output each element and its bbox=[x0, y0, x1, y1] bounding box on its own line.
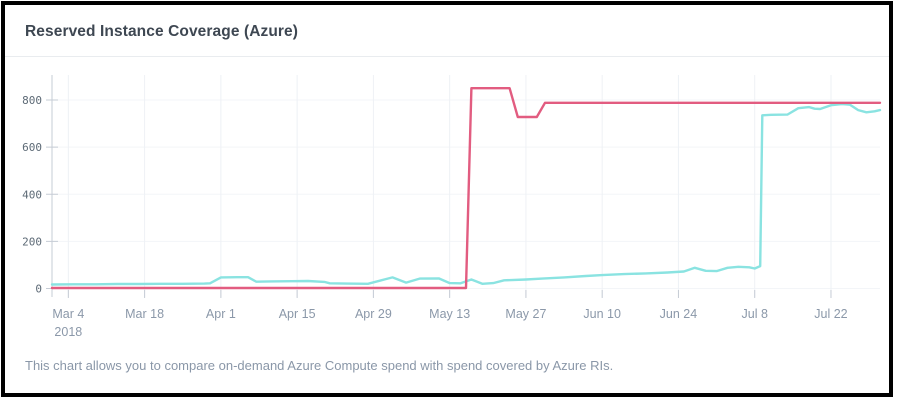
ri-coverage-card: Reserved Instance Coverage (Azure) 0 200 4… bbox=[1, 1, 893, 397]
y-tick-label: 0 bbox=[35, 283, 42, 296]
card-header: Reserved Instance Coverage (Azure) bbox=[5, 5, 889, 57]
x-tick-label: Mar 18 bbox=[125, 307, 164, 321]
x-tick-label: May 27 bbox=[505, 307, 546, 321]
series-pink-line bbox=[50, 87, 882, 290]
chart-area: 0 200 400 600 800 Mar 4 2018 Mar 18 Apr 1 Apr 15 A… bbox=[5, 57, 889, 349]
x-tick-label: Apr 15 bbox=[279, 307, 316, 321]
y-tick-label: 400 bbox=[22, 188, 42, 201]
chart-title: Reserved Instance Coverage (Azure) bbox=[25, 23, 299, 40]
x-tick-label: May 13 bbox=[429, 307, 470, 321]
y-tick-label: 200 bbox=[22, 235, 42, 248]
footer-note: This chart allows you to compare on-dema… bbox=[25, 358, 614, 373]
x-tick-label: Jul 8 bbox=[742, 307, 768, 321]
x-tick-label: Apr 29 bbox=[355, 307, 392, 321]
x-tick-label: Mar 4 bbox=[52, 307, 84, 321]
x-tick-label: Jun 10 bbox=[583, 307, 621, 321]
series-cyan-line bbox=[50, 102, 882, 286]
y-tick-label: 800 bbox=[22, 94, 42, 107]
x-tick-label: Apr 1 bbox=[206, 307, 236, 321]
x-tick-label: Jun 24 bbox=[660, 307, 698, 321]
ri-coverage-chart: 0 200 400 600 800 Mar 4 2018 Mar 18 Apr 1 Apr 15 A… bbox=[22, 75, 882, 339]
x-tick-label: Jul 22 bbox=[814, 307, 847, 321]
x-tick-sublabel: 2018 bbox=[54, 325, 82, 339]
y-tick-label: 600 bbox=[22, 141, 42, 154]
